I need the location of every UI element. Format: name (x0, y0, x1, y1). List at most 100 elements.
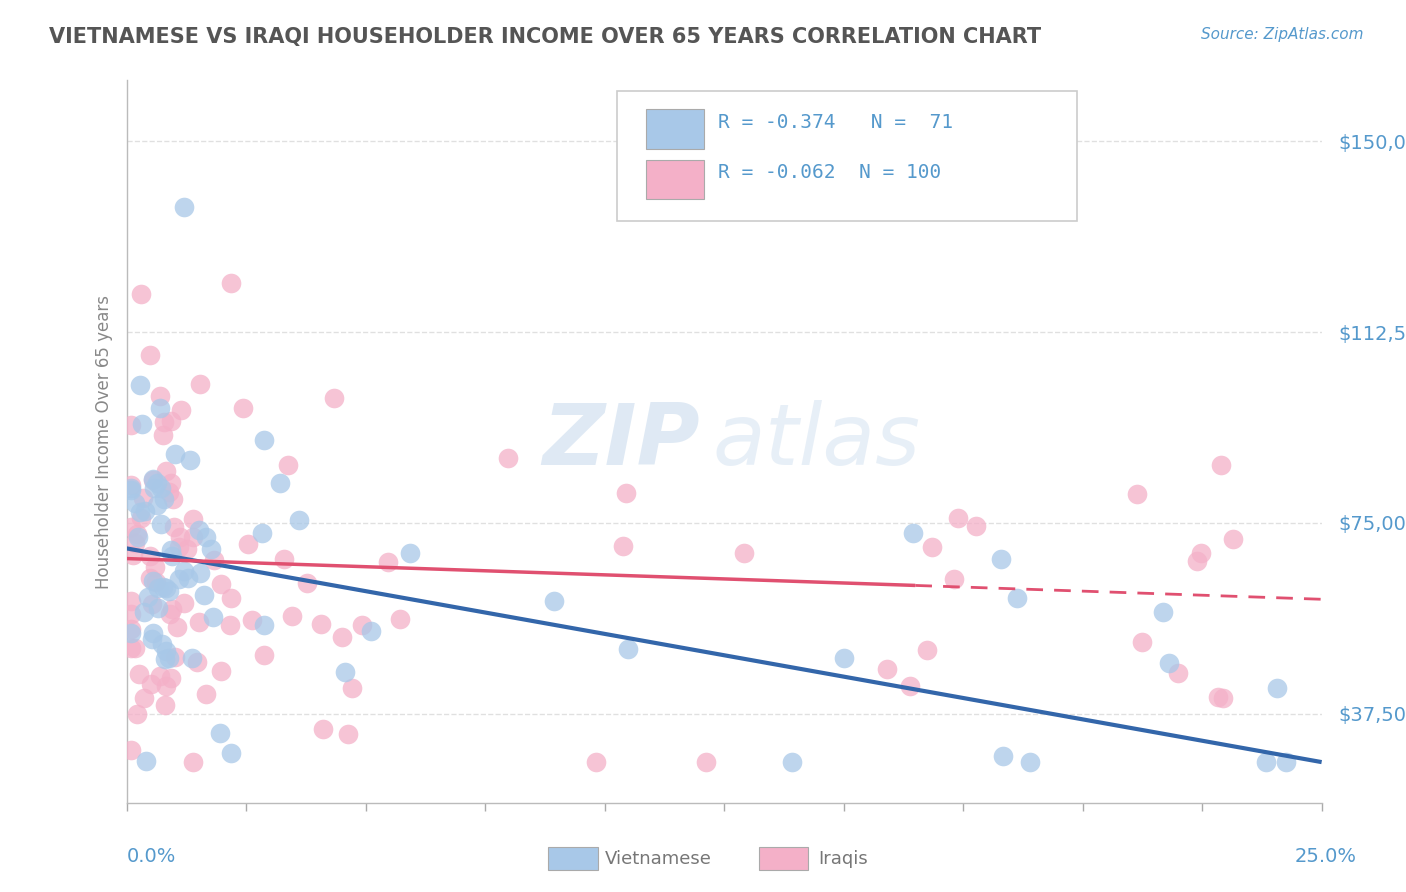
Text: 25.0%: 25.0% (1295, 847, 1357, 866)
Y-axis label: Householder Income Over 65 years: Householder Income Over 65 years (94, 294, 112, 589)
Point (498, 450, 520, 465)
Point (295, 575, 318, 590)
Point (160, 602, 183, 616)
Point (127, 531, 149, 545)
Point (129, 505, 152, 519)
Point (614, 486, 637, 500)
Point (612, 539, 634, 553)
Point (120, 594, 142, 608)
Point (377, 555, 399, 569)
Point (155, 581, 177, 595)
Point (617, 641, 640, 656)
Point (1130, 635, 1153, 649)
Point (1209, 458, 1232, 472)
Point (236, 537, 259, 551)
Point (129, 510, 152, 524)
Point (152, 427, 174, 442)
Point (132, 491, 155, 505)
Point (124, 535, 146, 549)
Point (389, 612, 412, 626)
Point (309, 616, 332, 631)
Point (209, 577, 232, 591)
Point (219, 277, 242, 291)
Point (180, 651, 202, 665)
Text: atlas: atlas (711, 400, 920, 483)
Point (170, 403, 193, 417)
Point (200, 542, 222, 557)
Point (1187, 554, 1209, 568)
Text: R = -0.062  N = 100: R = -0.062 N = 100 (718, 163, 942, 182)
Point (148, 581, 170, 595)
Point (1222, 533, 1244, 547)
Point (120, 481, 142, 495)
Point (173, 564, 195, 578)
Point (165, 650, 187, 665)
Point (543, 593, 565, 607)
Point (121, 549, 143, 563)
FancyBboxPatch shape (647, 160, 704, 200)
Point (152, 580, 174, 594)
Point (163, 520, 186, 534)
Point (120, 607, 142, 621)
Point (232, 401, 254, 415)
Point (139, 549, 162, 564)
Point (219, 746, 242, 760)
Point (157, 485, 180, 500)
Point (150, 481, 173, 495)
Point (131, 417, 153, 432)
Point (219, 618, 242, 632)
Point (149, 669, 172, 683)
Point (277, 458, 299, 472)
Point (120, 483, 142, 497)
Point (336, 727, 359, 741)
Point (252, 526, 274, 541)
Point (195, 530, 218, 544)
Point (120, 641, 142, 656)
Point (898, 679, 921, 693)
Point (193, 588, 215, 602)
Point (1152, 605, 1174, 619)
Point (169, 540, 191, 554)
Point (146, 498, 169, 512)
Text: ZIP: ZIP (543, 400, 700, 483)
Point (165, 446, 187, 460)
FancyBboxPatch shape (647, 109, 704, 149)
Point (360, 624, 382, 639)
Point (150, 517, 173, 532)
Point (136, 590, 159, 604)
Point (921, 540, 943, 554)
Point (159, 607, 181, 621)
Point (146, 475, 169, 490)
Point (990, 551, 1012, 566)
Point (253, 617, 276, 632)
Point (128, 667, 150, 681)
Point (160, 671, 183, 685)
Point (120, 519, 142, 533)
Point (186, 655, 208, 669)
Point (120, 417, 142, 432)
Point (167, 572, 190, 586)
Point (135, 754, 157, 768)
Point (188, 523, 211, 537)
Point (129, 287, 152, 301)
Text: VIETNAMESE VS IRAQI HOUSEHOLDER INCOME OVER 65 YEARS CORRELATION CHART: VIETNAMESE VS IRAQI HOUSEHOLDER INCOME O… (49, 27, 1042, 46)
Point (322, 391, 344, 405)
Point (1191, 546, 1213, 560)
Point (948, 510, 970, 524)
Point (188, 566, 211, 581)
Point (157, 650, 180, 665)
Point (143, 559, 166, 574)
Point (1126, 487, 1149, 501)
Point (179, 452, 201, 467)
Point (155, 651, 177, 665)
Text: R = -0.374   N =  71: R = -0.374 N = 71 (718, 112, 953, 132)
Point (177, 571, 200, 585)
Point (965, 519, 987, 533)
Point (142, 471, 165, 485)
Point (120, 478, 142, 492)
Point (942, 572, 965, 586)
Point (1256, 755, 1278, 769)
Point (202, 610, 225, 624)
Point (134, 690, 156, 705)
Point (155, 464, 177, 478)
